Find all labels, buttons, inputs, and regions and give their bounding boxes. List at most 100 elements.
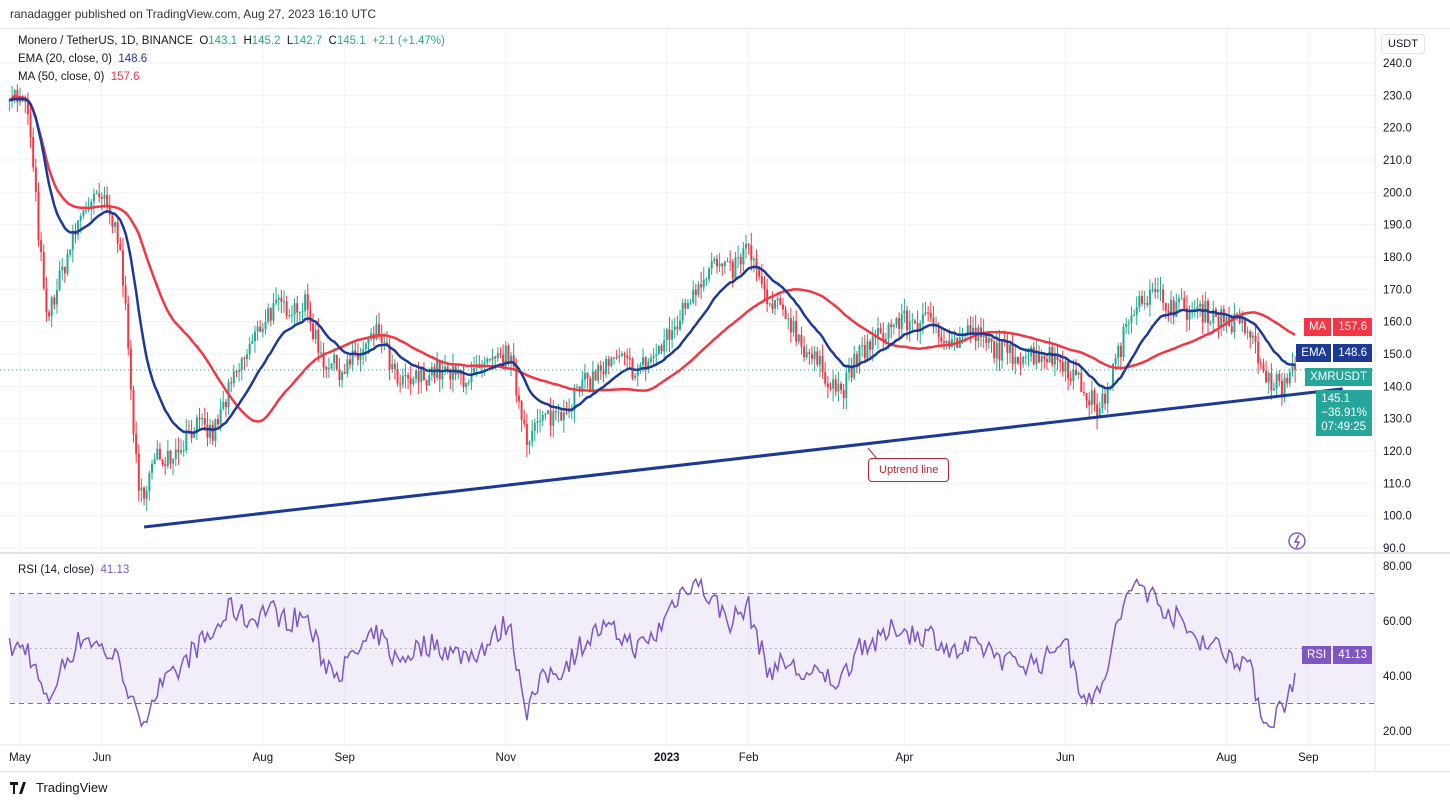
candle xyxy=(528,441,531,445)
candle xyxy=(24,100,27,102)
candle xyxy=(61,266,64,271)
candle xyxy=(444,366,447,371)
candle xyxy=(586,372,589,379)
candle xyxy=(739,257,742,265)
candle xyxy=(760,276,763,285)
candle xyxy=(185,431,188,451)
candle xyxy=(932,317,935,327)
candle xyxy=(1106,388,1109,404)
candle xyxy=(805,352,808,358)
candle xyxy=(504,345,507,367)
candle xyxy=(393,363,396,370)
candle xyxy=(1251,335,1254,338)
rsi-tick: 60.00 xyxy=(1383,616,1412,628)
candle xyxy=(689,302,692,304)
candle xyxy=(457,372,460,375)
candle xyxy=(32,137,35,168)
candle xyxy=(50,297,53,317)
candle xyxy=(79,216,82,221)
candle xyxy=(787,318,790,320)
candle xyxy=(319,352,322,354)
candle xyxy=(890,324,893,328)
candle xyxy=(459,372,462,375)
candle xyxy=(512,355,515,367)
candle xyxy=(708,268,711,280)
candle xyxy=(383,342,386,344)
candle xyxy=(309,309,312,324)
candle xyxy=(811,353,813,359)
candle xyxy=(330,363,333,369)
rsi-legend[interactable]: RSI (14, close) 41.13 xyxy=(18,564,129,576)
candle xyxy=(203,418,206,425)
candle xyxy=(275,299,278,303)
candle xyxy=(866,341,869,359)
high-value: 145.2 xyxy=(251,35,281,47)
candle xyxy=(679,320,681,330)
uptrend-annotation[interactable]: Uptrend line xyxy=(868,458,950,482)
candle xyxy=(721,263,724,267)
candle xyxy=(1288,371,1291,384)
candle xyxy=(686,302,689,309)
candle xyxy=(26,101,29,115)
candle xyxy=(731,261,734,279)
candle xyxy=(346,359,349,374)
candle xyxy=(1061,362,1064,372)
symbol-name[interactable]: Monero / TetherUS, 1D, BINANCE xyxy=(18,35,193,47)
candle xyxy=(813,351,816,359)
candle xyxy=(298,312,301,314)
candle xyxy=(1133,315,1136,317)
candle xyxy=(108,206,111,215)
time-tick: Aug xyxy=(1216,752,1236,764)
candle xyxy=(647,361,650,370)
candle xyxy=(1267,373,1270,383)
candle xyxy=(634,375,637,378)
currency-button[interactable]: USDT xyxy=(1381,34,1425,54)
chart-frame[interactable] xyxy=(0,28,1450,772)
candle xyxy=(610,357,613,367)
candle xyxy=(211,424,214,441)
ema-label: EMA (20, close, 0) xyxy=(18,53,112,65)
candle xyxy=(1280,380,1283,396)
candle xyxy=(1230,326,1233,333)
candle xyxy=(808,352,811,354)
ma-legend[interactable]: MA (50, close, 0) 157.6 xyxy=(18,71,139,83)
candle xyxy=(106,194,109,207)
ema-legend[interactable]: EMA (20, close, 0) 148.6 xyxy=(18,53,147,65)
candle xyxy=(581,379,584,392)
candle xyxy=(1196,306,1199,309)
candle xyxy=(277,297,280,300)
candle xyxy=(789,318,792,333)
candle xyxy=(1283,377,1286,396)
candle xyxy=(832,379,835,389)
candle xyxy=(523,419,526,424)
candle xyxy=(256,326,259,332)
candle xyxy=(306,294,309,310)
candle xyxy=(169,450,172,464)
candle xyxy=(446,366,449,370)
rsi-tick: 20.00 xyxy=(1383,726,1412,738)
time-tick: Apr xyxy=(895,752,913,764)
footer: TradingView xyxy=(10,780,108,795)
candle xyxy=(766,289,769,304)
candle xyxy=(253,331,256,342)
candle xyxy=(230,382,233,384)
time-tick: Sep xyxy=(334,752,354,764)
candle xyxy=(380,334,383,343)
candle xyxy=(1177,298,1180,303)
candle xyxy=(1143,302,1146,304)
candle xyxy=(850,365,853,378)
candle xyxy=(1151,288,1154,290)
candle xyxy=(222,402,225,409)
candle xyxy=(412,378,415,385)
candle xyxy=(296,303,299,313)
candle xyxy=(824,372,827,384)
candle xyxy=(1146,302,1149,305)
candle xyxy=(140,487,143,491)
time-tick: May xyxy=(9,752,31,764)
rsi-line xyxy=(8,576,1296,729)
candle xyxy=(92,193,95,202)
time-tick: 2023 xyxy=(654,752,680,764)
candle xyxy=(48,312,51,317)
candle xyxy=(1053,353,1056,365)
